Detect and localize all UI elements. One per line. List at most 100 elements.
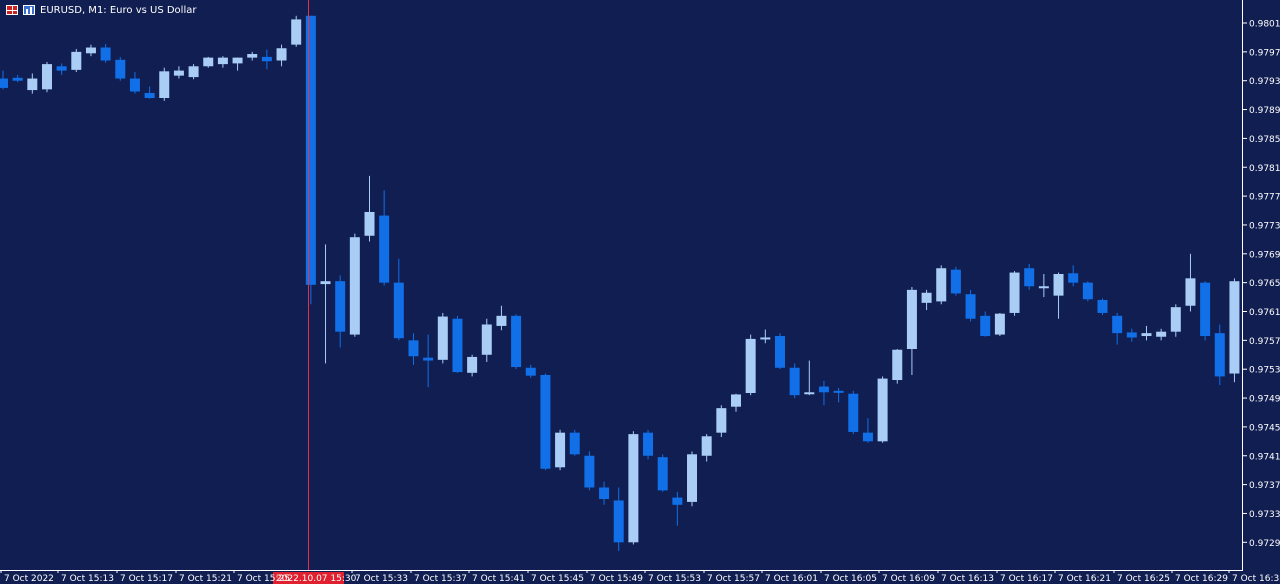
chart-window-icon[interactable] bbox=[23, 5, 35, 15]
candle-body bbox=[481, 324, 492, 355]
candle-body bbox=[657, 457, 668, 491]
candle bbox=[452, 315, 463, 373]
candle-body bbox=[687, 454, 698, 502]
candle bbox=[393, 258, 404, 341]
candle bbox=[320, 244, 331, 364]
candle-body bbox=[437, 316, 448, 360]
candle-body bbox=[335, 281, 346, 332]
candle-body bbox=[525, 367, 536, 376]
candle-body bbox=[203, 57, 214, 67]
candle-body bbox=[144, 92, 155, 99]
x-tick-label: 7 Oct 16:05 bbox=[824, 574, 877, 584]
candle-body bbox=[232, 57, 243, 64]
candle bbox=[921, 289, 932, 311]
candle bbox=[408, 333, 419, 365]
candle-body bbox=[862, 432, 873, 442]
candle bbox=[1214, 324, 1225, 386]
x-tick-label: 7 Oct 15:13 bbox=[61, 574, 114, 584]
crosshair-time-label: 2022.10.07 15:30 bbox=[276, 574, 357, 584]
x-tick-label: 7 Oct 16:17 bbox=[1000, 574, 1053, 584]
candle bbox=[335, 275, 346, 348]
candle-body bbox=[1126, 332, 1137, 338]
x-tick-label: 7 Oct 16:25 bbox=[1117, 574, 1170, 584]
candle-body bbox=[716, 408, 727, 433]
candle bbox=[217, 56, 228, 68]
candle-body bbox=[950, 269, 961, 294]
candle bbox=[1156, 328, 1167, 341]
candle bbox=[760, 329, 771, 344]
candle-body bbox=[305, 15, 316, 285]
candle bbox=[877, 376, 888, 443]
candle-body bbox=[467, 356, 478, 373]
candle-body bbox=[320, 281, 331, 285]
crosshair: 2022.10.07 15:30 bbox=[273, 0, 357, 584]
candle bbox=[481, 318, 492, 362]
candle bbox=[1038, 273, 1049, 298]
candle bbox=[892, 349, 903, 384]
candle-body bbox=[217, 57, 228, 65]
candle-body bbox=[877, 378, 888, 442]
candle bbox=[584, 451, 595, 491]
candle-body bbox=[1170, 307, 1181, 332]
candle-body bbox=[276, 48, 287, 61]
candle bbox=[804, 360, 815, 396]
candle-body bbox=[569, 432, 580, 455]
candle-body bbox=[1214, 333, 1225, 377]
x-tick-label: 7 Oct 16:21 bbox=[1058, 574, 1111, 584]
candle bbox=[687, 451, 698, 507]
x-tick-label: 7 Oct 16:01 bbox=[765, 574, 818, 584]
x-tick-label: 7 Oct 2022 bbox=[4, 574, 54, 584]
candle bbox=[628, 431, 639, 545]
x-tick-label: 7 Oct 15:33 bbox=[355, 574, 408, 584]
candle-body bbox=[1082, 282, 1093, 300]
axes bbox=[0, 0, 1243, 571]
candle bbox=[701, 434, 712, 462]
candle bbox=[276, 44, 287, 67]
candle bbox=[12, 74, 23, 83]
candle-body bbox=[804, 392, 815, 395]
candle bbox=[305, 15, 316, 305]
candle-body bbox=[921, 292, 932, 303]
candle-body bbox=[1068, 273, 1079, 283]
candle-body bbox=[1185, 278, 1196, 306]
candle bbox=[1112, 312, 1123, 345]
candle-body bbox=[85, 47, 96, 54]
candle bbox=[965, 289, 976, 322]
candle-body bbox=[540, 374, 551, 469]
candle bbox=[657, 454, 668, 492]
candle bbox=[1229, 278, 1240, 383]
candle bbox=[467, 354, 478, 377]
menu-grid-icon[interactable] bbox=[6, 5, 18, 15]
candle-body bbox=[41, 64, 52, 90]
candle-body bbox=[906, 289, 917, 350]
candle-body bbox=[1141, 333, 1152, 337]
candle bbox=[1141, 325, 1152, 341]
candle bbox=[203, 56, 214, 68]
candle bbox=[643, 429, 654, 460]
candle bbox=[569, 429, 580, 456]
candle-body bbox=[965, 294, 976, 319]
x-tick-label: 7 Oct 15:41 bbox=[472, 574, 525, 584]
candle-body bbox=[159, 71, 170, 99]
candle-body bbox=[423, 357, 434, 361]
candle bbox=[1185, 253, 1196, 312]
candle bbox=[672, 491, 683, 526]
candle bbox=[188, 64, 199, 80]
candle bbox=[936, 265, 947, 305]
x-tick-label: 7 Oct 16:13 bbox=[941, 574, 994, 584]
candle bbox=[774, 333, 785, 370]
candle bbox=[555, 429, 566, 471]
x-tick-label: 7 Oct 15:53 bbox=[648, 574, 701, 584]
candle bbox=[291, 15, 302, 47]
candle-body bbox=[1053, 273, 1064, 296]
candle-body bbox=[452, 318, 463, 373]
candle bbox=[731, 393, 741, 412]
x-tick-label: 7 Oct 15:37 bbox=[414, 574, 467, 584]
